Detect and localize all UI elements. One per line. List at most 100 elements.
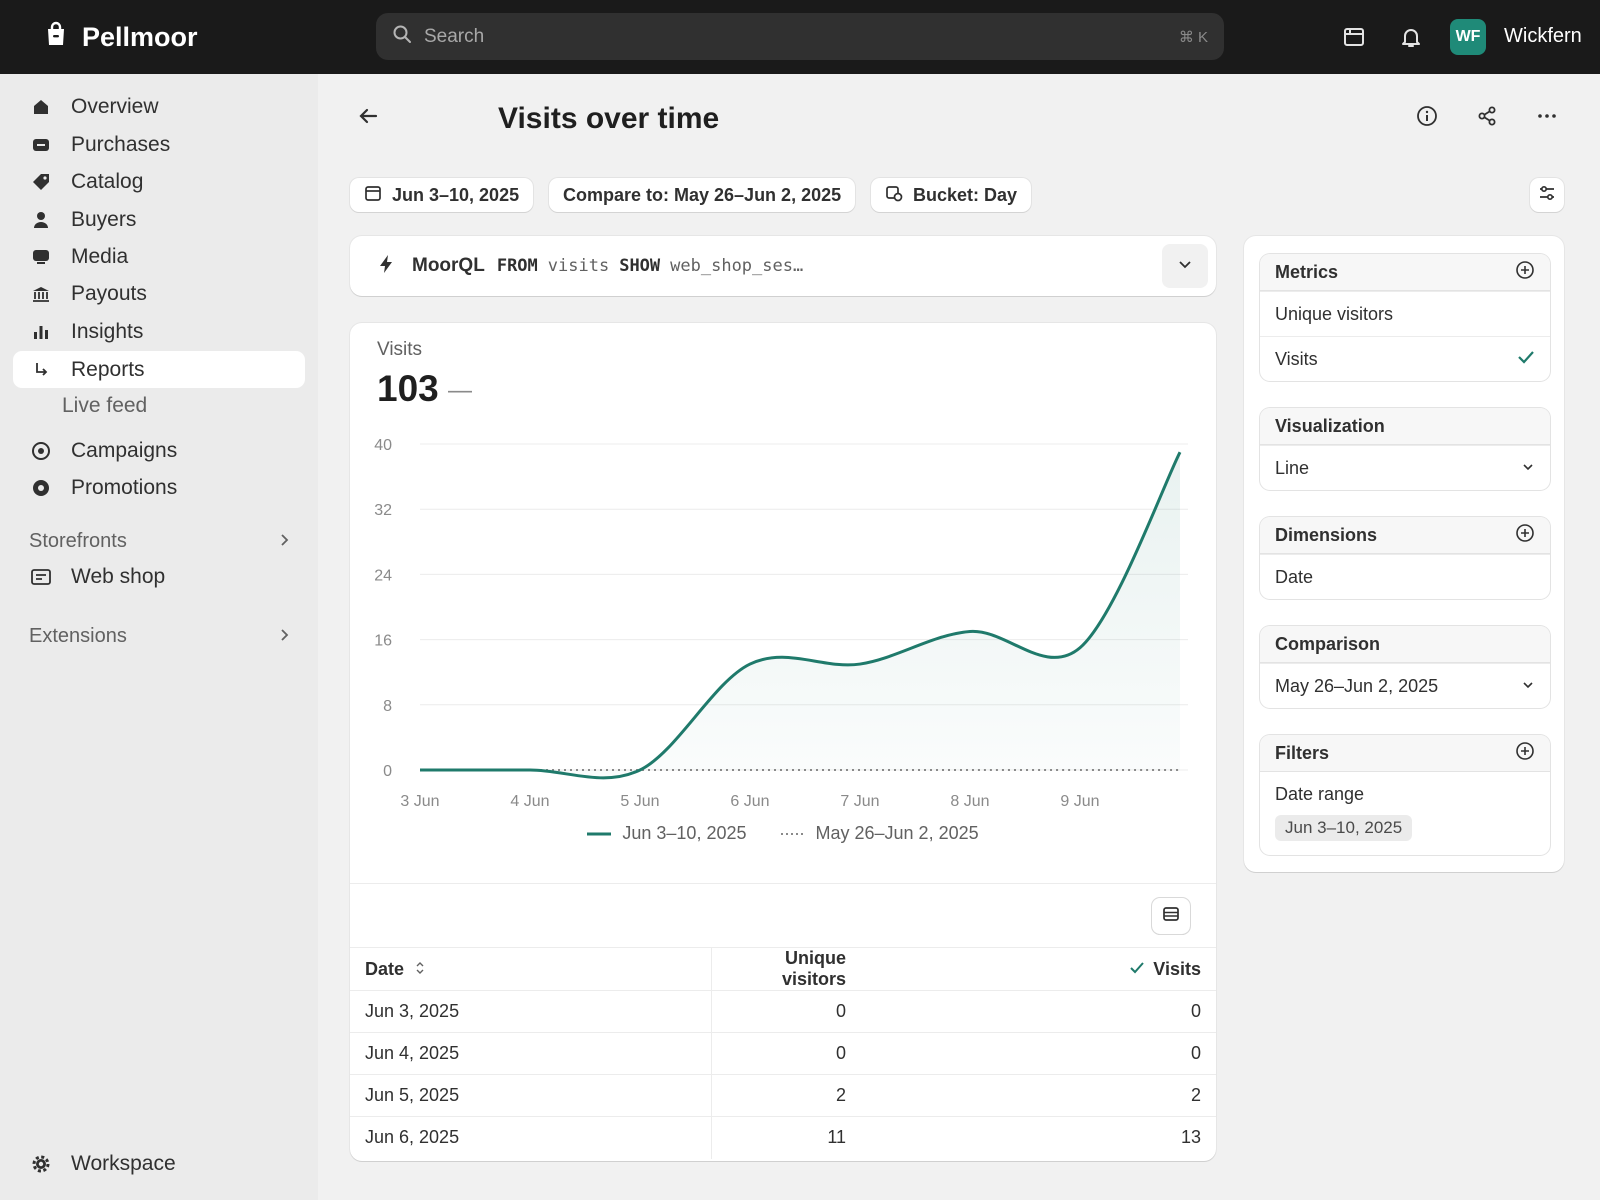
sidebar-item-label: Reports (71, 357, 145, 381)
sidebar-item-insights[interactable]: Insights (13, 313, 305, 350)
sort-icon (415, 959, 425, 979)
filter-item-date-range[interactable]: Date range Jun 3–10, 2025 (1260, 772, 1550, 855)
x-tick-label: 6 Jun (730, 793, 769, 810)
series-line-current (419, 451, 1182, 780)
add-metric-icon[interactable] (1515, 260, 1535, 285)
comparison-select[interactable]: May 26–Jun 2, 2025 (1260, 663, 1550, 708)
metric-value: 103 (377, 368, 439, 409)
sidebar-item-purchases[interactable]: Purchases (13, 126, 305, 163)
avatar[interactable]: WF (1450, 19, 1486, 55)
cell-unique-visitors: 11 (711, 1116, 1026, 1159)
sidebar-item-label: Web shop (71, 564, 166, 588)
dimension-label: Date (1275, 566, 1314, 587)
metric-option-visits[interactable]: Visits (1260, 336, 1550, 381)
user-name[interactable]: Wickfern (1504, 25, 1582, 47)
main-content: Visits over time Jun 3–10, 2025 Compare … (318, 74, 1600, 1200)
legend-item-compare[interactable]: May 26–Jun 2, 2025 (780, 823, 979, 844)
person-icon (30, 209, 52, 231)
metric-option-label: Visits (1275, 348, 1318, 369)
query-editor[interactable]: MoorQL FROM visits SHOW web_shop_ses… (350, 236, 1216, 296)
add-dimension-icon[interactable] (1515, 523, 1535, 548)
bucket-label: Bucket: Day (913, 184, 1018, 205)
top-bar: Pellmoor Search ⌘ K WF Wickfern (0, 0, 1600, 74)
more-button[interactable] (1530, 101, 1564, 135)
search-shortcut: ⌘ K (1178, 28, 1208, 46)
share-button[interactable] (1470, 101, 1504, 135)
search-input[interactable]: Search ⌘ K (376, 13, 1224, 60)
sidebar-item-label: Workspace (71, 1151, 176, 1175)
sidebar-item-workspace[interactable]: Workspace (13, 1145, 305, 1182)
compare-picker[interactable]: Compare to: May 26–Jun 2, 2025 (549, 178, 856, 212)
shop-bag-icon (42, 20, 70, 55)
x-tick-label: 3 Jun (400, 793, 439, 810)
x-tick-label: 5 Jun (620, 793, 659, 810)
filter-value-chip[interactable]: Jun 3–10, 2025 (1275, 815, 1413, 841)
data-point (1178, 450, 1182, 454)
settings-button[interactable] (1530, 178, 1564, 212)
bucket-picker[interactable]: Bucket: Day (871, 178, 1032, 212)
gear-badge-icon (30, 477, 52, 499)
table-view-button[interactable] (1152, 898, 1190, 934)
chevron-right-icon (279, 625, 291, 648)
bell-icon[interactable] (1398, 24, 1424, 50)
column-header-visits[interactable]: Visits (1026, 947, 1216, 991)
comparison-panel-header: Comparison (1260, 626, 1550, 663)
brand-name: Pellmoor (82, 22, 198, 52)
back-button[interactable] (351, 101, 385, 135)
page-title: Visits over time (498, 102, 720, 135)
sidebar-item-buyers[interactable]: Buyers (13, 201, 305, 238)
table-row[interactable]: Jun 4, 2025 0 0 (350, 1032, 1216, 1075)
extensions-section-toggle[interactable]: Extensions (29, 625, 291, 648)
cell-visits: 13 (1026, 1116, 1216, 1159)
bar-chart-icon (30, 321, 52, 343)
visualization-select[interactable]: Line (1260, 445, 1550, 490)
info-button[interactable] (1410, 101, 1444, 135)
table-row[interactable]: Jun 6, 2025 11 13 (350, 1116, 1216, 1159)
sidebar-item-promotions[interactable]: Promotions (13, 469, 305, 506)
legend-label: May 26–Jun 2, 2025 (815, 823, 979, 843)
query-expand-button[interactable] (1162, 244, 1208, 288)
sidebar-item-reports[interactable]: Reports (13, 351, 305, 388)
sidebar-item-label: Media (71, 244, 129, 268)
dimension-item-date[interactable]: Date (1260, 554, 1550, 599)
data-point (638, 768, 642, 772)
storefronts-label: Storefronts (29, 530, 127, 552)
ellipsis-icon (1536, 105, 1558, 132)
storefront-icon[interactable] (1341, 24, 1367, 50)
comparison-panel: Comparison May 26–Jun 2, 2025 (1260, 626, 1550, 708)
filters-panel: Filters Date range Jun 3–10, 2025 (1260, 735, 1550, 855)
sidebar-item-payouts[interactable]: Payouts (13, 275, 305, 312)
visualization-panel-header: Visualization (1260, 408, 1550, 445)
chevron-down-icon (1521, 676, 1535, 697)
checkmark-icon (1517, 349, 1535, 370)
table-row[interactable]: Jun 5, 2025 2 2 (350, 1074, 1216, 1117)
media-icon (30, 246, 52, 268)
sidebar-item-catalog[interactable]: Catalog (13, 163, 305, 200)
column-header-unique-visitors[interactable]: Unique visitors (711, 947, 1026, 991)
sidebar-item-web-shop[interactable]: Web shop (13, 558, 305, 595)
panel-title: Dimensions (1275, 524, 1378, 545)
sidebar-item-label: Promotions (71, 475, 178, 499)
panel-title: Metrics (1275, 261, 1339, 282)
search-icon (392, 24, 412, 49)
column-header-date[interactable]: Date (350, 947, 712, 991)
sidebar-item-label: Catalog (71, 169, 144, 193)
sidebar-item-live-feed[interactable]: Live feed (62, 394, 148, 417)
arrow-left-icon (357, 105, 379, 132)
info-icon (1416, 105, 1438, 132)
sidebar-item-media[interactable]: Media (13, 238, 305, 275)
legend-swatch-solid (587, 832, 612, 835)
brand-logo[interactable]: Pellmoor (42, 20, 198, 55)
sidebar-item-campaigns[interactable]: Campaigns (13, 432, 305, 469)
add-filter-icon[interactable] (1515, 741, 1535, 766)
date-range-picker[interactable]: Jun 3–10, 2025 (350, 178, 534, 212)
legend-item-current[interactable]: Jun 3–10, 2025 (587, 823, 747, 844)
sidebar-item-overview[interactable]: Overview (13, 88, 305, 125)
storefronts-section-toggle[interactable]: Storefronts (29, 530, 291, 553)
table-row[interactable]: Jun 3, 2025 0 0 (350, 990, 1216, 1033)
share-icon (1476, 105, 1498, 132)
chart-legend: Jun 3–10, 2025 May 26–Jun 2, 2025 (350, 823, 1216, 844)
data-point (418, 768, 422, 772)
sidebar-item-label: Payouts (71, 281, 147, 305)
metric-option-unique-visitors[interactable]: Unique visitors (1260, 291, 1550, 336)
